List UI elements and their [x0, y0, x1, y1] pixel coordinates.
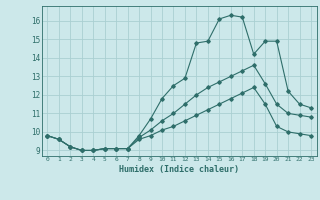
X-axis label: Humidex (Indice chaleur): Humidex (Indice chaleur): [119, 165, 239, 174]
